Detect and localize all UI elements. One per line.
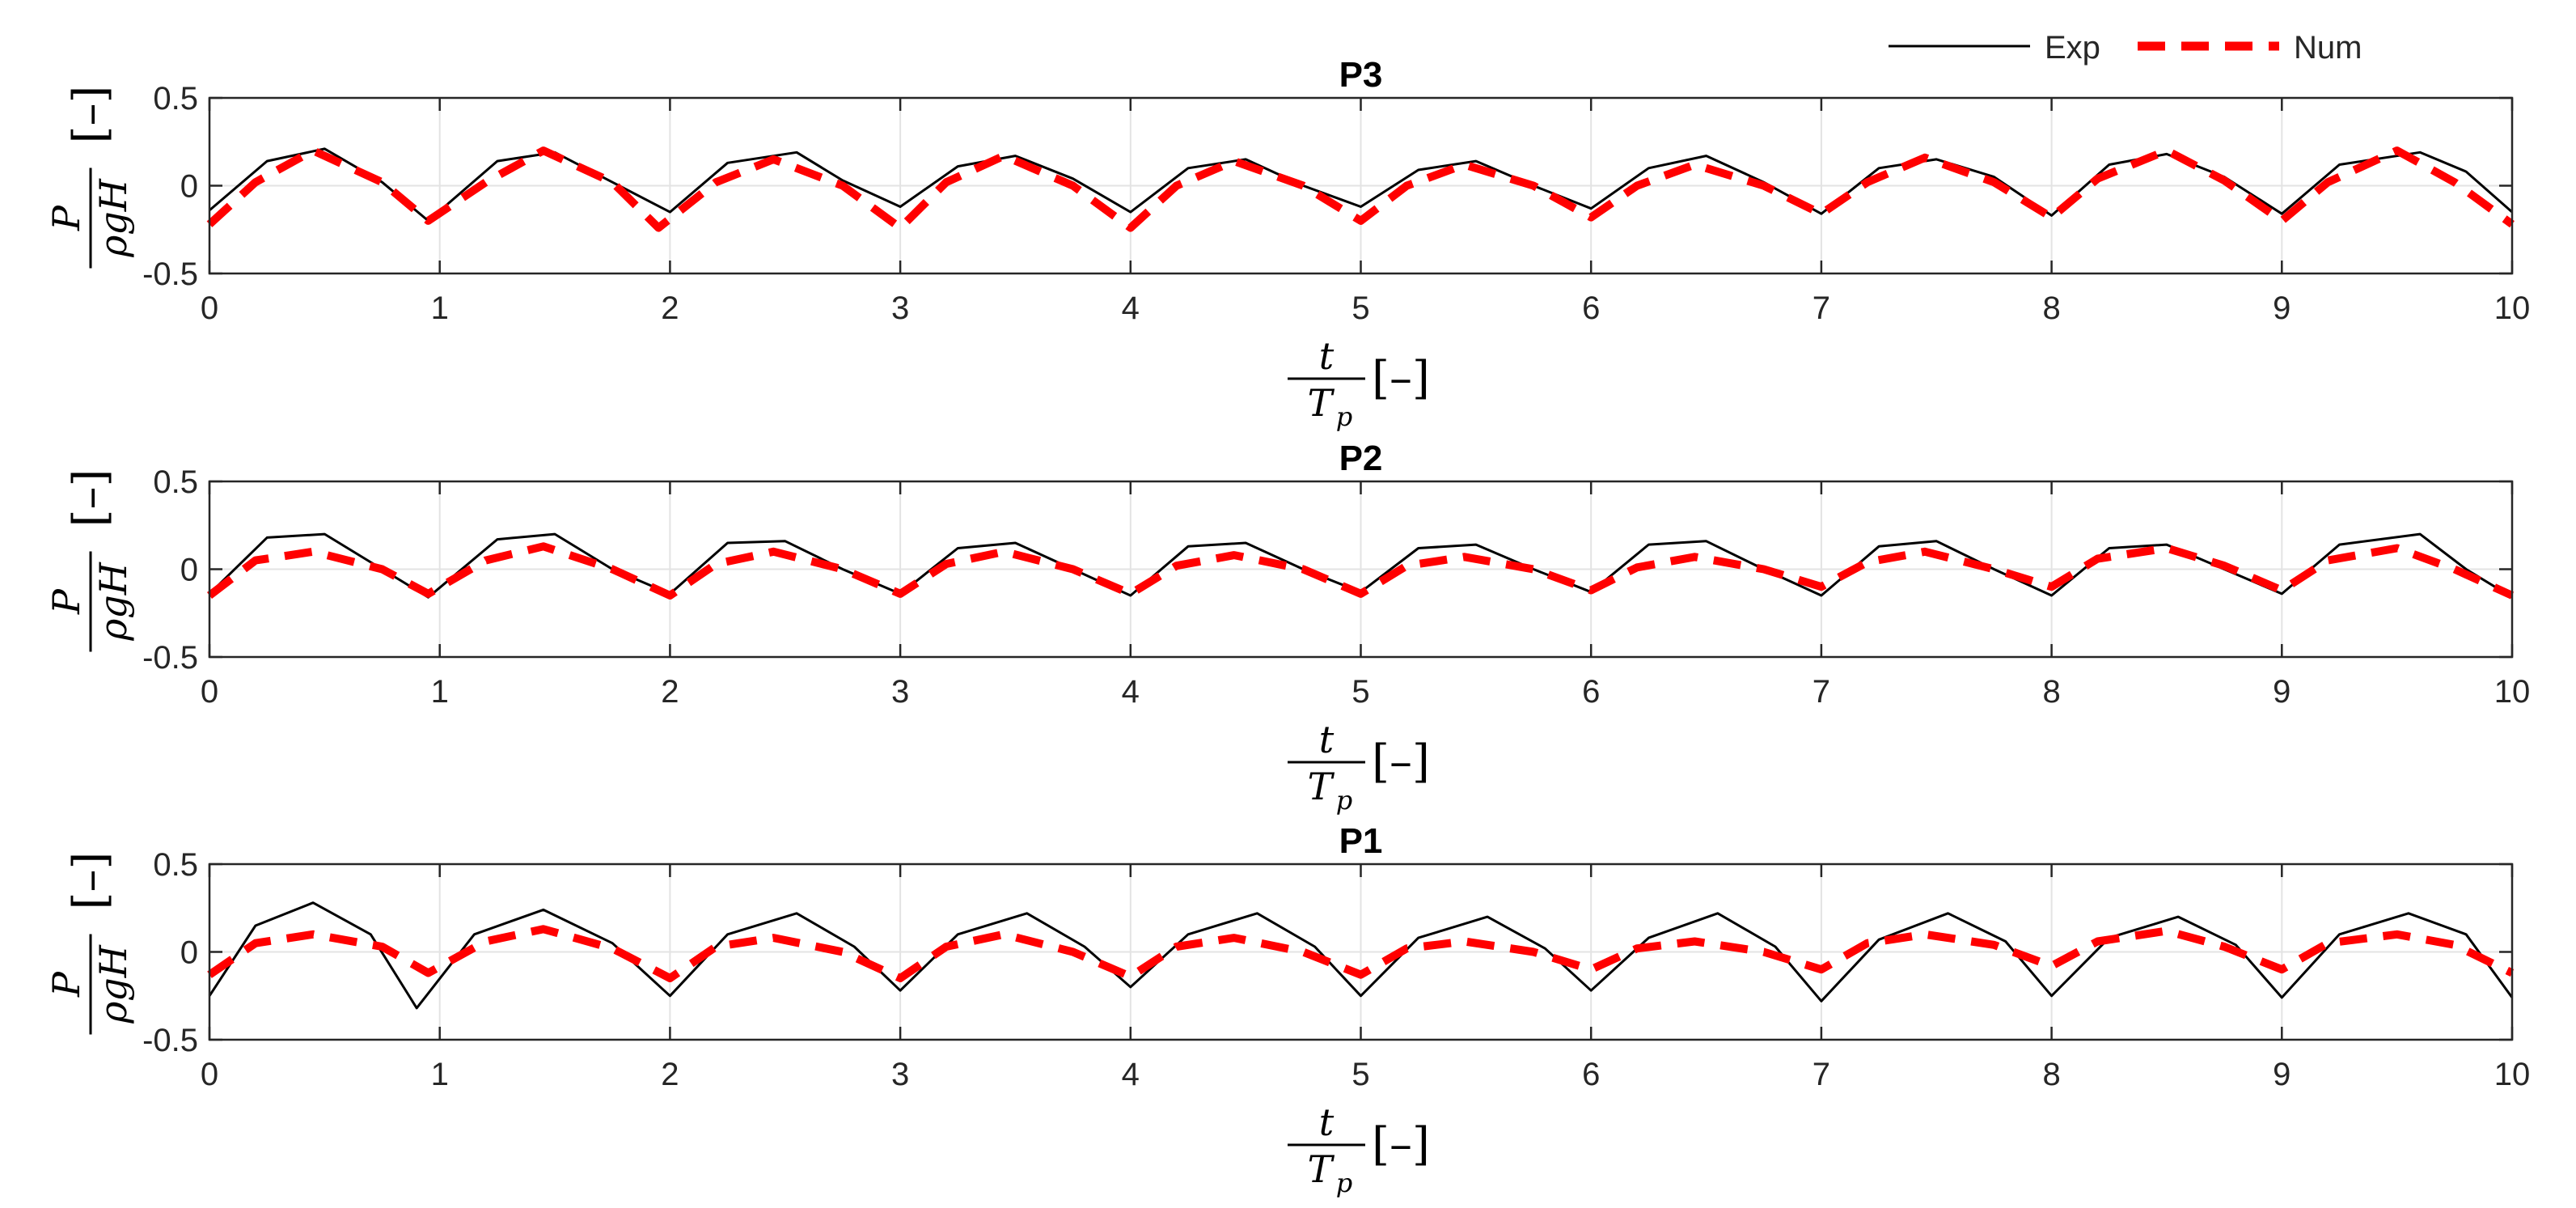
x-axis-label: tT p [–]: [1288, 718, 1430, 816]
y-tick-label: -0.5: [142, 256, 198, 292]
legend-num-label: Num: [2294, 30, 2362, 66]
x-tick-label: 10: [2494, 290, 2531, 326]
x-tick-label: 4: [1122, 1057, 1140, 1092]
x-tick-label: 3: [891, 1057, 909, 1092]
y-label-numerator: P: [44, 971, 88, 998]
x-tick-label: 3: [891, 290, 909, 326]
x-label-denominator: T: [1308, 765, 1335, 808]
x-tick-label: 2: [661, 674, 679, 710]
y-tick-label: -0.5: [142, 640, 198, 676]
y-label-denominator: ρgH: [91, 562, 135, 641]
x-tick-label: 6: [1582, 1057, 1600, 1092]
x-tick-label: 4: [1122, 290, 1140, 326]
y-label-numerator: P: [44, 205, 88, 231]
x-tick-label: 2: [661, 290, 679, 326]
x-label-numerator: t: [1319, 718, 1335, 761]
x-label-unit: [–]: [1372, 1118, 1430, 1171]
x-tick-label: 9: [2273, 674, 2290, 710]
y-tick-label: -0.5: [142, 1023, 198, 1058]
x-tick-label: 1: [431, 674, 449, 710]
y-tick-label: 0.5: [153, 847, 198, 883]
x-tick-label: 0: [201, 1057, 218, 1092]
x-label-denominator: T: [1308, 381, 1335, 425]
x-label-numerator: t: [1319, 1100, 1335, 1144]
x-label-numerator: t: [1319, 334, 1335, 378]
y-label-denominator: ρgH: [91, 178, 135, 257]
x-label-unit: [–]: [1372, 352, 1430, 405]
y-tick-label: 0: [180, 169, 198, 205]
x-tick-label: 4: [1122, 674, 1140, 710]
y-label-denominator: ρgH: [91, 944, 135, 1024]
x-tick-label: 0: [201, 290, 218, 326]
panel-title: P1: [1339, 821, 1383, 861]
y-label-unit: [–]: [64, 469, 116, 528]
x-tick-label: 7: [1813, 290, 1830, 326]
y-label-numerator: P: [44, 588, 88, 615]
y-tick-label: 0: [180, 935, 198, 971]
x-tick-label: 10: [2494, 674, 2531, 710]
y-label-unit: [–]: [64, 86, 116, 144]
x-label-subscript: p: [1336, 1168, 1352, 1198]
x-tick-label: 6: [1582, 674, 1600, 710]
x-tick-label: 8: [2042, 290, 2060, 326]
x-axis-label: tT p [–]: [1288, 1100, 1430, 1198]
x-label-subscript: p: [1336, 401, 1352, 432]
y-tick-label: 0: [180, 553, 198, 588]
x-axis-label: tT p [–]: [1288, 334, 1430, 432]
x-tick-label: 3: [891, 674, 909, 710]
series-num-line: [206, 146, 2515, 232]
x-tick-label: 9: [2273, 290, 2290, 326]
x-tick-label: 0: [201, 674, 218, 710]
x-tick-label: 1: [431, 1057, 449, 1092]
x-label-subscript: p: [1336, 785, 1352, 816]
x-tick-label: 7: [1813, 1057, 1830, 1092]
x-tick-label: 7: [1813, 674, 1830, 710]
series-num-line: [206, 542, 2515, 600]
x-label-unit: [–]: [1372, 735, 1430, 788]
x-tick-label: 8: [2042, 674, 2060, 710]
x-tick-label: 10: [2494, 1057, 2531, 1092]
y-tick-label: 0.5: [153, 464, 198, 500]
x-tick-label: 6: [1582, 290, 1600, 326]
x-label-denominator: T: [1308, 1147, 1335, 1191]
x-tick-label: 8: [2042, 1057, 2060, 1092]
series-exp-line: [208, 901, 2514, 1010]
series-num-line: [207, 925, 2515, 982]
x-tick-label: 5: [1351, 674, 1369, 710]
y-label-unit: [–]: [64, 852, 116, 910]
x-tick-label: 9: [2273, 1057, 2290, 1092]
y-tick-label: 0.5: [153, 81, 198, 117]
x-tick-label: 1: [431, 290, 449, 326]
legend-exp-label: Exp: [2045, 30, 2100, 66]
x-tick-label: 5: [1351, 1057, 1369, 1092]
x-tick-label: 2: [661, 1057, 679, 1092]
panel-title: P3: [1339, 55, 1383, 95]
legend: Exp Num: [1889, 30, 2362, 66]
panel-title: P2: [1339, 439, 1383, 478]
x-tick-label: 5: [1351, 290, 1369, 326]
